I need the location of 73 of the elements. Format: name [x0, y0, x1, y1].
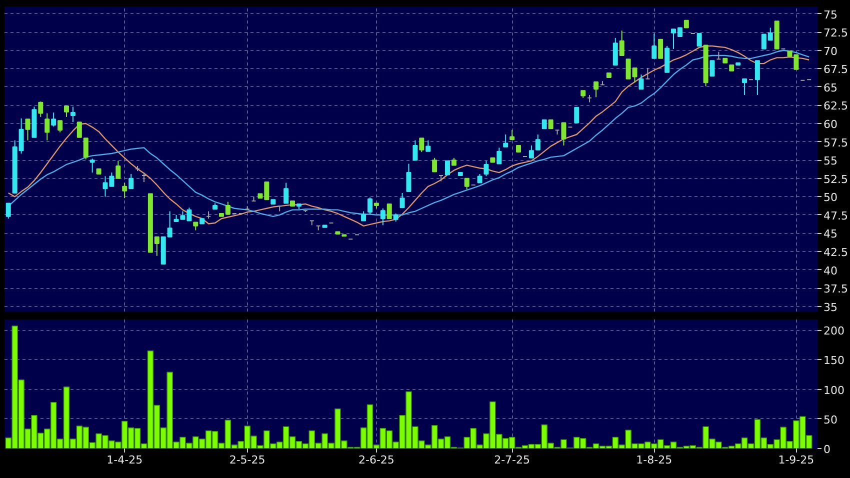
y-tick-label: 100	[824, 384, 844, 397]
candlestick	[83, 138, 88, 160]
candlestick	[116, 160, 121, 179]
candlestick	[400, 192, 405, 208]
candlestick	[412, 140, 418, 161]
candlestick	[754, 60, 760, 96]
candlestick	[528, 144, 534, 158]
candlestick	[64, 105, 69, 118]
y-tick-label: 42.5	[824, 246, 848, 260]
y-tick-label: 0	[824, 443, 830, 456]
candlestick	[128, 173, 134, 190]
x-tick-label: 2-7-25	[494, 454, 530, 466]
candlestick	[406, 163, 412, 192]
y-tick-label: 50	[824, 413, 838, 426]
candlestick	[90, 158, 95, 174]
candlestick	[367, 196, 372, 215]
y-tick-label: 150	[824, 354, 844, 368]
y-tick-label: 200	[824, 324, 844, 338]
y-tick-label: 65	[824, 81, 838, 94]
y-tick-label: 75	[824, 8, 838, 22]
y-tick-label: 62.5	[824, 100, 848, 113]
candlestick	[696, 33, 702, 46]
candlestick	[658, 38, 664, 59]
y-tick-label: 60	[824, 118, 838, 132]
y-tick-label: 55	[824, 154, 838, 168]
candlestick	[6, 202, 11, 220]
candlestick	[386, 203, 392, 220]
candlestick	[464, 178, 470, 190]
y-tick-label: 40	[824, 264, 838, 278]
candlestick	[535, 134, 540, 150]
candlestick	[561, 122, 566, 146]
candlestick	[70, 106, 76, 123]
candlestick	[44, 112, 50, 141]
candlestick	[612, 37, 618, 66]
candlestick	[380, 208, 386, 226]
y-tick-label: 45	[824, 228, 838, 241]
candlestick	[503, 134, 508, 148]
candlestick	[444, 160, 450, 176]
candlestick	[496, 147, 502, 164]
x-tick-label: 2-6-25	[358, 454, 394, 466]
candlestick	[284, 182, 289, 204]
candlestick	[574, 106, 580, 124]
candlestick	[619, 30, 624, 56]
candlestick	[426, 140, 431, 152]
x-tick-label: 1-8-25	[636, 454, 672, 466]
candlestick	[58, 120, 63, 133]
candlestick	[122, 182, 128, 199]
y-tick-label: 47.5	[824, 209, 848, 222]
candlestick	[484, 160, 489, 177]
x-tick-label: 1-4-25	[106, 454, 143, 466]
candlestick	[432, 157, 438, 172]
candlestick	[76, 122, 82, 138]
candlestick	[361, 210, 366, 222]
y-tick-label: 57.5	[824, 136, 848, 150]
candlestick	[652, 33, 657, 59]
y-tick-label: 50	[824, 191, 838, 204]
x-tick-label: 2-5-25	[229, 454, 266, 466]
candlestick	[594, 81, 599, 98]
candlestick	[38, 101, 44, 118]
y-tick-label: 67.5	[824, 63, 848, 76]
y-tick-label: 37.5	[824, 282, 848, 296]
candlestick	[710, 60, 715, 76]
x-tick-label: 1-9-25	[778, 454, 814, 466]
candlestick	[51, 112, 56, 127]
y-tick-label: 35	[824, 300, 838, 314]
y-tick-label: 70	[824, 44, 838, 58]
candlestick	[742, 78, 748, 96]
candlestick	[25, 118, 30, 141]
candlestick	[638, 74, 644, 90]
candlestick	[510, 130, 515, 140]
y-tick-label: 52.5	[824, 172, 848, 186]
candlestick	[419, 138, 424, 153]
y-tick-label: 72.5	[824, 26, 848, 40]
